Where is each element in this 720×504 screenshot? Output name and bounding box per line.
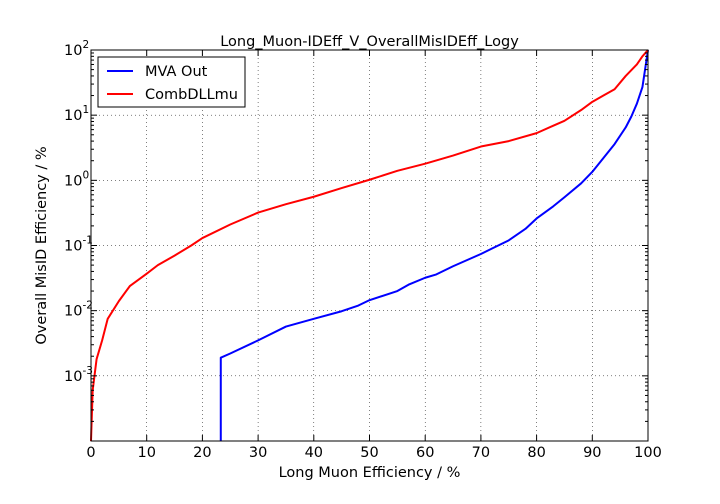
x-tick-label: 10 (137, 445, 155, 461)
series-line-mva-out (219, 49, 649, 441)
x-tick-label: 70 (472, 445, 490, 461)
y-tick-label-exponent: -2 (82, 300, 92, 312)
x-tick-label: 40 (305, 445, 323, 461)
y-tick-label-base: 10 (64, 173, 82, 189)
y-tick-label: 100 (64, 169, 89, 189)
y-tick-label: 101 (64, 104, 89, 124)
legend-label-combdllmu: CombDLLmu (145, 87, 238, 103)
y-tick-label-base: 10 (64, 369, 82, 385)
series-layer (90, 49, 649, 442)
y-tick-label-base: 10 (64, 43, 82, 59)
y-axis-label: Overall MisID Efficiency / % (34, 146, 50, 344)
chart-title: Long_Muon-IDEff_V_OverallMisIDEff_Logy (220, 34, 519, 50)
y-tick-label-base: 10 (64, 108, 82, 124)
x-tick-label: 90 (583, 445, 601, 461)
y-tick-label-exponent: -1 (82, 235, 92, 247)
y-tick-label: 10-3 (64, 365, 93, 385)
legend-box (97, 56, 246, 108)
x-axis-label: Long Muon Efficiency / % (279, 465, 461, 481)
y-tick-label-exponent: 1 (82, 104, 89, 116)
x-tick-label: 50 (360, 445, 378, 461)
y-tick-label-exponent: 0 (82, 169, 89, 181)
x-tick-label: 80 (527, 445, 545, 461)
y-tick-label-base: 10 (64, 239, 82, 255)
y-tick-label: 10-2 (64, 300, 93, 320)
tick-marks (90, 49, 649, 441)
x-tick-label: 20 (193, 445, 211, 461)
y-tick-label-exponent: 2 (82, 39, 89, 51)
x-tick-label: 30 (249, 445, 267, 461)
series-line-combdllmu (90, 49, 649, 442)
y-tick-label-base: 10 (64, 304, 82, 320)
y-tick-label-exponent: -3 (82, 365, 92, 377)
y-tick-label: 10-1 (64, 235, 93, 255)
legend: MVA Out CombDLLmu (97, 56, 246, 108)
x-tick-label: 100 (634, 445, 662, 461)
legend-label-mva-out: MVA Out (145, 64, 208, 80)
x-tick-labels: 0 10 20 30 40 50 60 70 80 90 100 (86, 445, 661, 461)
x-tick-label: 60 (416, 445, 434, 461)
x-tick-label: 0 (86, 445, 95, 461)
y-tick-label: 102 (64, 39, 89, 59)
